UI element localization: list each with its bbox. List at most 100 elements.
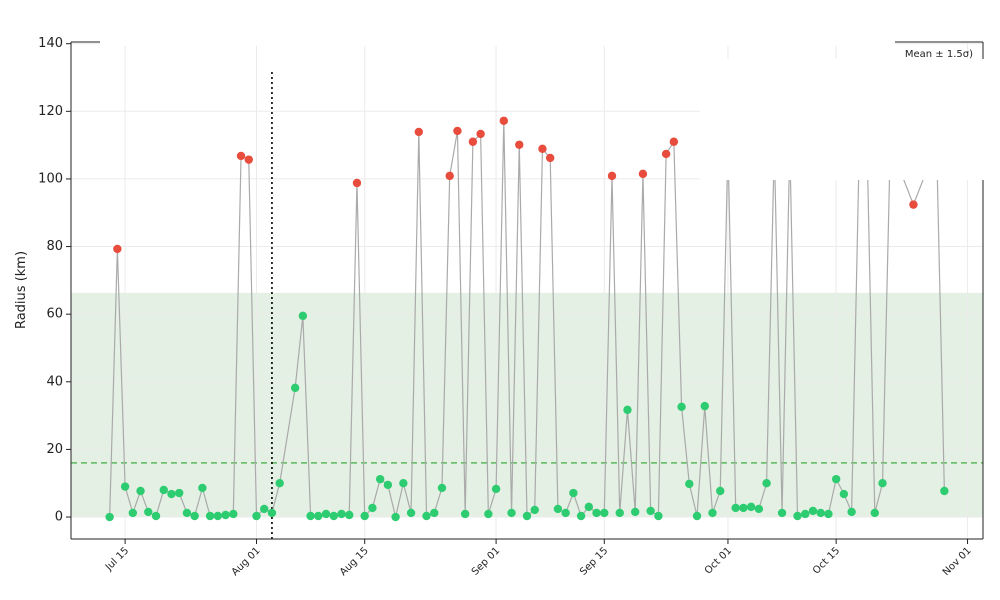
data-point (499, 116, 509, 125)
plot-area: 0 20 40 60 80 100 120 140 Jul 15 Aug 01 Aug 15 Sep … (38, 36, 984, 578)
data-point (940, 486, 949, 496)
legend-text: Mean ± 1.5σ) (905, 49, 973, 60)
data-point (878, 479, 887, 488)
data-point (345, 510, 354, 520)
data-point (801, 509, 810, 519)
data-point (198, 483, 207, 493)
data-point (739, 503, 748, 513)
x-tick-label: Jul 15 (103, 545, 131, 573)
data-point (592, 508, 601, 518)
data-point (460, 509, 470, 519)
data-point (105, 512, 114, 522)
data-point (700, 401, 709, 411)
data-point (314, 511, 323, 521)
data-point (793, 511, 802, 521)
data-point (375, 474, 385, 484)
y-tick-label: 120 (38, 104, 63, 119)
data-point (762, 479, 771, 488)
data-point (685, 479, 694, 489)
x-tick-label: Nov 01 (941, 545, 974, 578)
y-tick-label: 20 (46, 442, 63, 457)
data-point (182, 508, 192, 518)
data-point (321, 509, 331, 519)
data-point (453, 126, 462, 136)
data-point (808, 506, 818, 516)
data-point (870, 508, 879, 518)
data-point (244, 155, 253, 164)
data-point (144, 507, 153, 517)
data-point (252, 511, 261, 521)
y-axis-label: Radius (km) (14, 251, 29, 329)
data-point (847, 507, 856, 517)
data-point (631, 507, 640, 517)
data-point (352, 178, 362, 188)
data-point (545, 153, 555, 163)
data-point (716, 486, 725, 496)
data-point (646, 506, 655, 516)
data-point (360, 511, 369, 521)
data-point (406, 508, 416, 518)
data-point (538, 144, 547, 154)
data-point (507, 508, 516, 518)
data-point (816, 508, 825, 518)
data-point (368, 503, 377, 513)
y-tick-label: 60 (46, 307, 63, 322)
data-point (561, 508, 570, 518)
data-point (229, 509, 238, 519)
data-point (399, 479, 408, 488)
data-point (383, 480, 393, 490)
data-point (213, 511, 223, 521)
data-point (430, 508, 439, 518)
data-point (661, 149, 671, 159)
data-point (584, 502, 594, 512)
x-tick-label: Oct 01 (703, 545, 734, 576)
x-tick-label: Aug 01 (230, 545, 263, 578)
data-point (576, 511, 586, 521)
data-point (615, 508, 624, 518)
data-point (530, 505, 539, 515)
data-point (607, 171, 617, 181)
data-point (236, 151, 246, 161)
data-point (731, 503, 740, 513)
data-point (468, 137, 478, 146)
data-point (113, 244, 122, 254)
x-tick-label: Sep 01 (470, 545, 502, 577)
data-point (128, 508, 138, 518)
y-tick-label: 0 (55, 510, 63, 525)
x-tick-label: Oct 15 (811, 545, 842, 576)
y-tick-label: 100 (38, 171, 63, 186)
data-point (909, 200, 918, 209)
data-point (260, 504, 269, 514)
data-point (445, 171, 454, 181)
data-point (553, 504, 563, 514)
x-tick-label: Aug 15 (338, 545, 371, 578)
data-point (491, 484, 501, 494)
data-point (267, 508, 277, 518)
data-point (831, 474, 841, 484)
data-point (205, 511, 215, 521)
occluder (100, 34, 895, 46)
data-point (839, 489, 849, 499)
data-point (692, 511, 702, 521)
data-point (654, 511, 663, 521)
data-point (414, 127, 423, 137)
x-tick-label: Sep 15 (578, 545, 610, 577)
data-point (669, 137, 679, 146)
data-point (522, 511, 532, 521)
data-point (391, 512, 400, 522)
data-point (623, 405, 632, 415)
band (71, 292, 983, 518)
data-point (746, 502, 756, 512)
data-point (600, 508, 609, 518)
data-point (754, 504, 764, 514)
data-point (167, 489, 176, 499)
data-point (708, 508, 717, 518)
data-point (298, 311, 308, 321)
data-point (136, 486, 145, 496)
data-point (275, 479, 284, 488)
data-point (515, 140, 524, 149)
occluder (700, 59, 995, 180)
data-point (329, 511, 338, 521)
data-point (569, 488, 578, 498)
